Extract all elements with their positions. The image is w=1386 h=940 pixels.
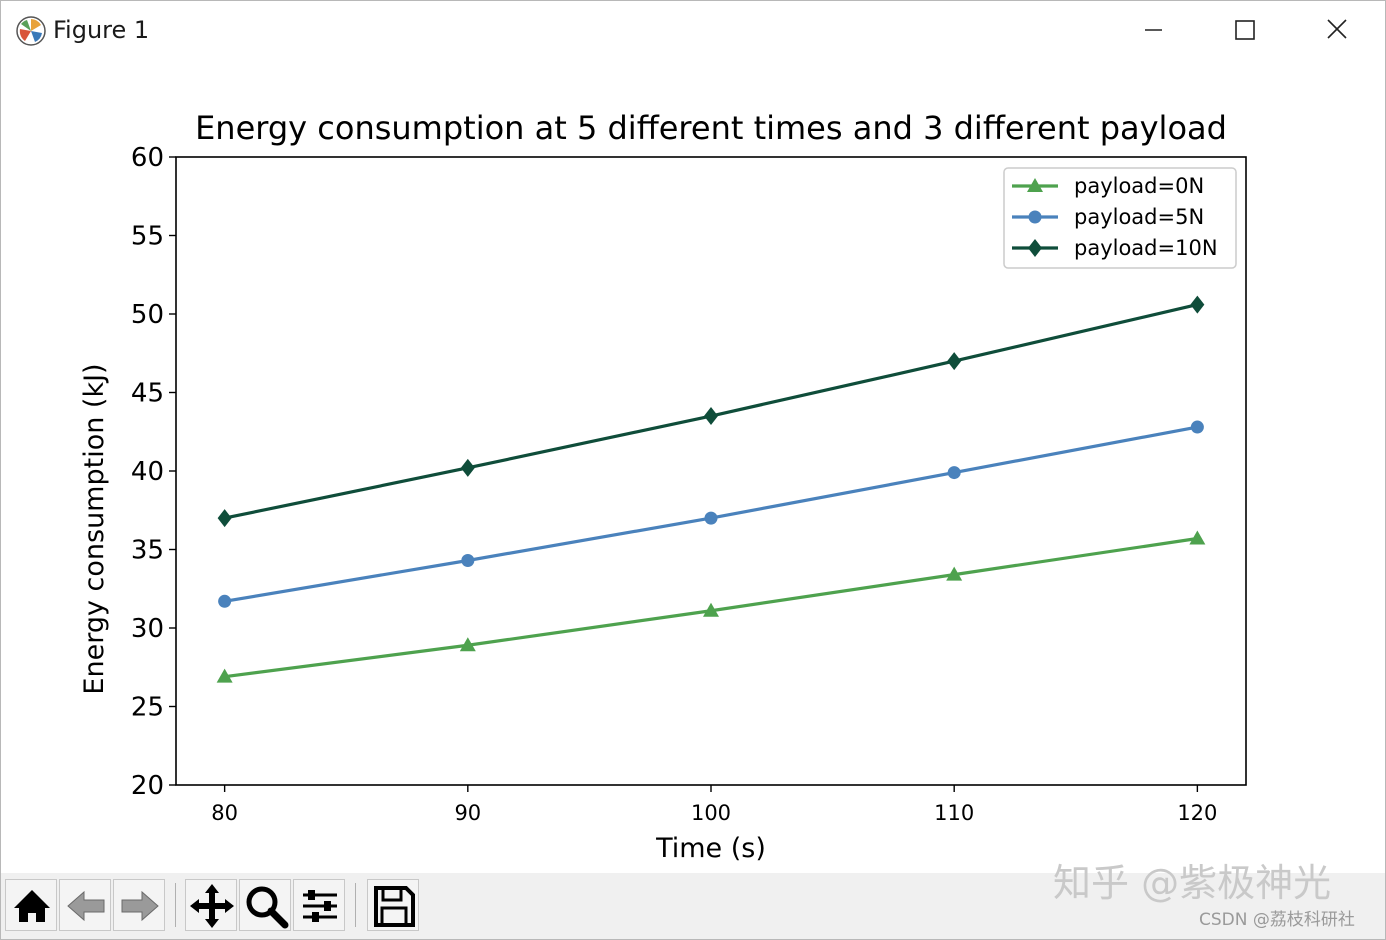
- data-point: [704, 407, 718, 426]
- back-arrow-icon: [67, 890, 105, 922]
- y-tick-label: 30: [131, 614, 164, 644]
- y-tick-label: 45: [131, 379, 164, 409]
- toolbar-separator: [175, 883, 176, 927]
- move-icon: [190, 884, 234, 928]
- y-tick-label: 50: [131, 300, 164, 330]
- legend-marker: [1028, 239, 1042, 257]
- y-axis-label: Energy consumption (kJ): [79, 363, 110, 694]
- y-tick-label: 60: [131, 143, 164, 173]
- y-tick-label: 25: [131, 693, 164, 723]
- sliders-icon: [303, 890, 337, 922]
- floppy-disk-icon: [374, 886, 415, 927]
- plot-layer: 20 25 30 35 40 45 50 55 60 80 90 100 110 120 payload=0…: [131, 143, 1247, 825]
- y-tick-label: 55: [131, 222, 164, 252]
- back-button[interactable]: [59, 879, 111, 931]
- x-axis-label: Time (s): [655, 833, 766, 864]
- data-point: [947, 466, 961, 480]
- legend-entry: payload=5N: [1074, 205, 1204, 229]
- y-tick-label: 35: [131, 536, 164, 566]
- home-button[interactable]: [5, 879, 57, 931]
- data-point: [461, 553, 475, 567]
- data-point: [704, 511, 718, 525]
- magnifier-icon: [246, 886, 289, 929]
- data-point: [1190, 295, 1205, 314]
- zoom-button[interactable]: [239, 879, 291, 931]
- home-icon: [14, 890, 50, 922]
- title-bar[interactable]: Figure 1: [1, 1, 1385, 59]
- chart-legend: payload=0N payload=5N payload=10N: [1003, 167, 1237, 269]
- legend-entry: payload=10N: [1074, 236, 1218, 260]
- watermark-text: 知乎 @紫极神光: [1053, 861, 1332, 905]
- line-chart: Energy consumption at 5 different times …: [79, 109, 1247, 864]
- data-point: [218, 594, 232, 608]
- close-icon: [1327, 19, 1347, 39]
- x-tick-label: 120: [1177, 801, 1217, 825]
- legend-entry: payload=0N: [1074, 174, 1204, 198]
- x-tick-label: 90: [454, 801, 481, 825]
- chart-title: Energy consumption at 5 different times …: [195, 109, 1227, 147]
- matplotlib-icon: [15, 15, 47, 47]
- watermark-credit: CSDN @荔枝科研社: [1199, 910, 1355, 930]
- x-tick-label: 110: [934, 801, 974, 825]
- minimize-button[interactable]: [1107, 1, 1199, 59]
- y-tick-label: 20: [131, 771, 164, 801]
- toolbar-separator: [355, 883, 356, 927]
- forward-arrow-icon: [121, 890, 159, 922]
- configure-subplots-button[interactable]: [293, 879, 345, 931]
- window-title: Figure 1: [53, 16, 150, 44]
- maximize-icon: [1235, 20, 1255, 40]
- legend-marker: [1028, 210, 1042, 224]
- data-point: [460, 458, 475, 477]
- data-point: [459, 637, 476, 652]
- pan-button[interactable]: [185, 879, 237, 931]
- figure-canvas[interactable]: Energy consumption at 5 different times …: [1, 59, 1385, 873]
- y-tick-label: 40: [131, 457, 164, 487]
- x-tick-label: 80: [211, 801, 238, 825]
- save-button[interactable]: [367, 879, 419, 931]
- data-point: [217, 509, 232, 528]
- data-point: [1190, 420, 1204, 434]
- data-point: [946, 566, 963, 581]
- close-button[interactable]: [1291, 1, 1383, 59]
- data-point: [1189, 530, 1206, 545]
- forward-button[interactable]: [113, 879, 165, 931]
- legend-marker: [1027, 178, 1043, 192]
- data-point: [703, 602, 719, 617]
- x-tick-label: 100: [691, 801, 731, 825]
- data-point: [947, 352, 962, 371]
- navigation-toolbar: [1, 873, 1385, 939]
- legend-box: [1003, 167, 1237, 269]
- data-point: [216, 668, 233, 683]
- maximize-button[interactable]: [1199, 1, 1291, 59]
